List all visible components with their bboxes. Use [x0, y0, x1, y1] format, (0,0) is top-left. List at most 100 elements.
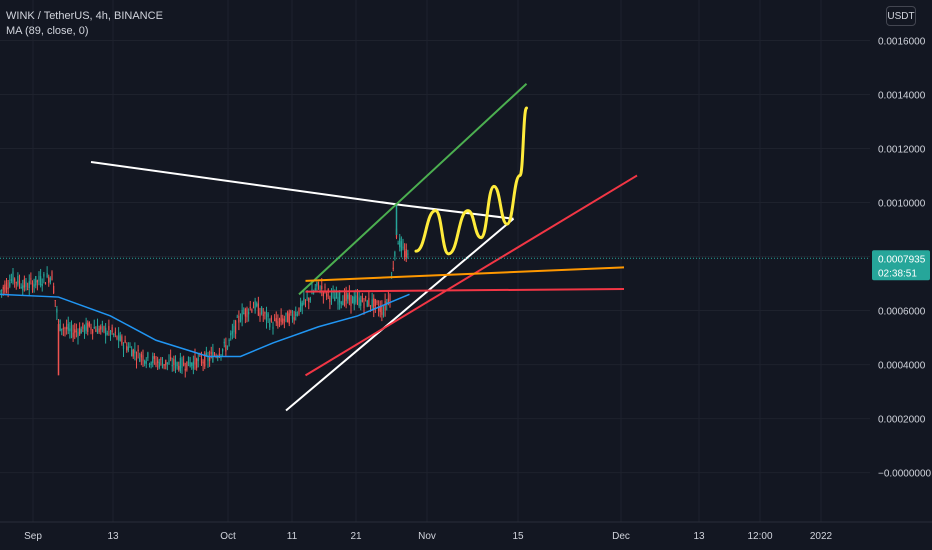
candle-body [317, 281, 320, 285]
candle-body [54, 300, 56, 302]
candle-body [70, 325, 73, 332]
candle-body [100, 326, 102, 330]
candle-body [140, 354, 142, 358]
candle-body [150, 362, 152, 366]
candle-body [163, 364, 165, 366]
candle-body [392, 267, 394, 269]
candle-body [249, 307, 251, 309]
candle-body [225, 345, 227, 352]
candle-body [280, 314, 282, 322]
candle-body [378, 307, 380, 311]
candle-body [306, 297, 308, 299]
candle-body [18, 280, 21, 284]
candle-body [106, 333, 108, 335]
candle-body [9, 282, 11, 287]
symbol-title[interactable]: WINK / TetherUS, 4h, BINANCE [6, 10, 163, 22]
currency-button[interactable]: USDT [886, 6, 916, 26]
candle-body [191, 362, 193, 366]
orange-horizontal-line [305, 266, 625, 282]
candle-body [4, 284, 6, 293]
candle-body [399, 238, 401, 248]
price-tick-label: 0.0010000 [878, 199, 926, 210]
candle-body [25, 281, 27, 288]
candle-body [10, 279, 12, 281]
time-tick-label: 2022 [810, 531, 833, 542]
candle-body [153, 355, 155, 359]
time-tick-label: 11 [287, 531, 298, 542]
candle-body [285, 312, 287, 316]
candle-body [30, 278, 32, 280]
candle-body [200, 358, 203, 364]
time-tick-label: 12:00 [747, 531, 772, 542]
candle-body [56, 308, 58, 313]
candle-body [148, 363, 151, 365]
candle-body [405, 249, 407, 258]
candle-body [347, 294, 349, 299]
candle-body [275, 317, 277, 323]
candle-body [407, 253, 409, 255]
candle-body [137, 349, 139, 352]
candle-body [394, 251, 396, 257]
candle-body [155, 362, 157, 366]
drawings [90, 82, 638, 412]
green-channel-line [298, 82, 528, 296]
price-tick-label: 0.0014000 [878, 91, 926, 102]
candle-body [322, 291, 324, 297]
candle-body [152, 356, 154, 364]
candle-body [226, 345, 229, 350]
candle-body [161, 363, 164, 368]
candle-body [49, 278, 51, 283]
candle-body [108, 326, 110, 331]
candle-body [101, 323, 103, 325]
candle-body [332, 292, 334, 294]
time-tick-label: Sep [24, 531, 42, 542]
candle-body [228, 339, 230, 341]
candle-body [238, 315, 240, 323]
red-horizontal-line [305, 287, 625, 293]
candle-body [368, 297, 370, 306]
candle-body [113, 333, 115, 335]
candle-body [15, 282, 17, 284]
candle-body [126, 346, 128, 351]
candle-body [324, 286, 326, 288]
candle-body [361, 296, 363, 302]
candle-body [20, 286, 22, 289]
candle-body [87, 323, 89, 333]
candle-body [61, 328, 63, 331]
time-tick-label: 21 [350, 531, 362, 542]
candle-body [83, 326, 86, 333]
candle-body [330, 292, 333, 298]
candle-body [274, 319, 276, 321]
candle-body [27, 288, 29, 290]
candle-body [129, 346, 131, 348]
candle-body [118, 333, 120, 341]
candle-body [257, 303, 259, 316]
candle-body [33, 284, 35, 287]
price-tick-label: −0.0000000 [878, 469, 932, 480]
candle-body [374, 299, 376, 307]
candle-body [53, 285, 55, 294]
candle-body [144, 360, 146, 364]
candle-body [265, 311, 268, 321]
price-tick-label: 0.0012000 [878, 145, 926, 156]
price-tick-label: 0.0006000 [878, 307, 926, 318]
candle-body [371, 299, 373, 307]
candle-body [298, 307, 300, 315]
candle-body [64, 327, 66, 330]
candle-body [373, 298, 375, 310]
candle-body [178, 365, 180, 370]
yellow-projection-path [414, 106, 528, 256]
ma-indicator-label[interactable]: MA (89, close, 0) [6, 25, 89, 37]
candle-body [210, 352, 212, 354]
candle-body [355, 295, 357, 303]
candle-body [397, 243, 399, 245]
candle-body [256, 303, 258, 307]
price-tick-label: 0.0002000 [878, 415, 926, 426]
candle-body [57, 321, 60, 323]
candle-body [12, 271, 14, 283]
candle-body [202, 361, 204, 364]
moving-average [0, 293, 410, 358]
candle-body [62, 327, 64, 329]
candle-body [360, 300, 362, 306]
